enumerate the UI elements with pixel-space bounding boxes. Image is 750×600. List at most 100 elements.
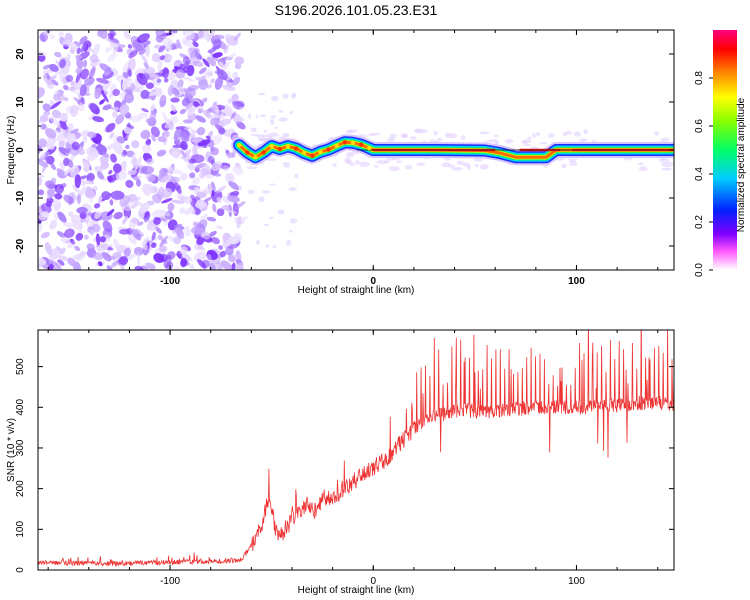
noise-blob	[86, 243, 95, 252]
noise-blob	[75, 232, 84, 241]
colorbar-gradient	[713, 30, 737, 270]
noise-blob	[168, 235, 174, 242]
noise-blob	[169, 30, 178, 34]
noise-blob	[96, 171, 104, 180]
noise-blob	[261, 190, 271, 194]
noise-blob	[197, 244, 205, 251]
noise-blob	[146, 158, 155, 165]
noise-blob	[56, 231, 66, 238]
x-tick-label: 100	[568, 276, 585, 287]
noise-blob	[176, 39, 182, 50]
noise-blob	[51, 109, 62, 119]
noise-blob	[106, 175, 114, 182]
noise-blob	[70, 128, 79, 135]
noise-blob	[286, 239, 292, 246]
noise-blob	[142, 183, 152, 196]
haze-blob	[344, 157, 352, 163]
noise-blob	[135, 156, 143, 169]
haze-blob	[639, 166, 648, 172]
noise-blob	[153, 217, 161, 225]
noise-blob	[218, 118, 232, 126]
noise-blob	[203, 163, 212, 175]
haze-blob	[416, 162, 426, 166]
noise-blob	[94, 166, 103, 173]
noise-blob	[59, 161, 65, 170]
y-tick-label: -10	[15, 190, 26, 205]
noise-blob	[38, 177, 43, 187]
noise-blob	[216, 225, 224, 230]
noise-blob	[179, 131, 190, 143]
noise-blob	[238, 117, 245, 122]
ridge-peak	[285, 143, 291, 149]
noise-blob	[235, 250, 242, 262]
noise-blob	[271, 95, 279, 102]
noise-blob	[57, 134, 66, 144]
noise-blob	[70, 104, 79, 118]
noise-blob	[135, 196, 141, 202]
noise-blob	[197, 62, 205, 68]
noise-blob	[182, 56, 191, 66]
noise-blob	[72, 184, 80, 193]
noise-blob	[92, 116, 104, 123]
noise-blob	[56, 246, 64, 253]
noise-blob	[145, 262, 156, 270]
noise-blob	[207, 30, 215, 42]
colorbar-tick-label: 0.6	[694, 119, 705, 133]
noise-blob	[211, 181, 216, 192]
noise-blob	[191, 137, 203, 143]
noise-blob	[63, 85, 69, 91]
noise-blob	[126, 150, 135, 158]
noise-blob	[199, 173, 205, 179]
noise-blob	[204, 68, 214, 78]
noise-blob	[226, 52, 237, 61]
noise-blob	[113, 239, 121, 251]
noise-blob	[172, 169, 184, 175]
ridge-peak	[310, 153, 315, 158]
noise-blob	[183, 88, 192, 98]
noise-blob	[170, 104, 177, 113]
haze-blob	[535, 132, 541, 137]
haze-blob	[354, 160, 360, 165]
noise-blob	[141, 108, 149, 113]
noise-blob	[112, 251, 122, 260]
haze-blob	[661, 161, 674, 167]
noise-blob	[123, 247, 131, 257]
noise-blob	[256, 239, 260, 246]
ridge-peak	[358, 142, 364, 147]
noise-blob	[277, 209, 285, 215]
haze-blob	[385, 157, 396, 161]
noise-blob	[227, 254, 236, 263]
noise-blob	[167, 55, 173, 61]
noise-blob	[137, 84, 144, 94]
noise-blob	[110, 153, 117, 163]
noise-blob	[49, 75, 57, 81]
noise-blob	[110, 259, 120, 268]
noise-blob	[42, 103, 51, 112]
colorbar-tick-label: 0.2	[694, 215, 705, 229]
haze-blob	[345, 151, 355, 158]
noise-blob	[200, 231, 211, 240]
noise-blob	[128, 50, 138, 59]
noise-blob	[179, 172, 188, 181]
noise-blob	[238, 261, 244, 270]
noise-blob	[131, 228, 142, 241]
noise-blob	[144, 46, 151, 54]
noise-blob	[151, 231, 156, 241]
noise-blob	[127, 44, 133, 49]
y-tick-label: 0	[15, 567, 26, 573]
noise-blob	[47, 81, 54, 89]
noise-blob	[75, 54, 82, 60]
noise-blob	[74, 174, 82, 189]
noise-blob	[118, 44, 126, 48]
haze-blob	[265, 158, 278, 161]
ridge-peak	[367, 145, 372, 151]
noise-blob	[145, 82, 155, 89]
noise-blob	[53, 202, 62, 212]
y-tick-label: 300	[15, 439, 26, 456]
noise-blob	[42, 64, 51, 70]
noise-blob	[151, 242, 157, 249]
noise-blob	[92, 252, 104, 261]
noise-blob	[145, 138, 152, 146]
noise-blob	[145, 118, 151, 124]
noise-blob	[82, 159, 90, 172]
